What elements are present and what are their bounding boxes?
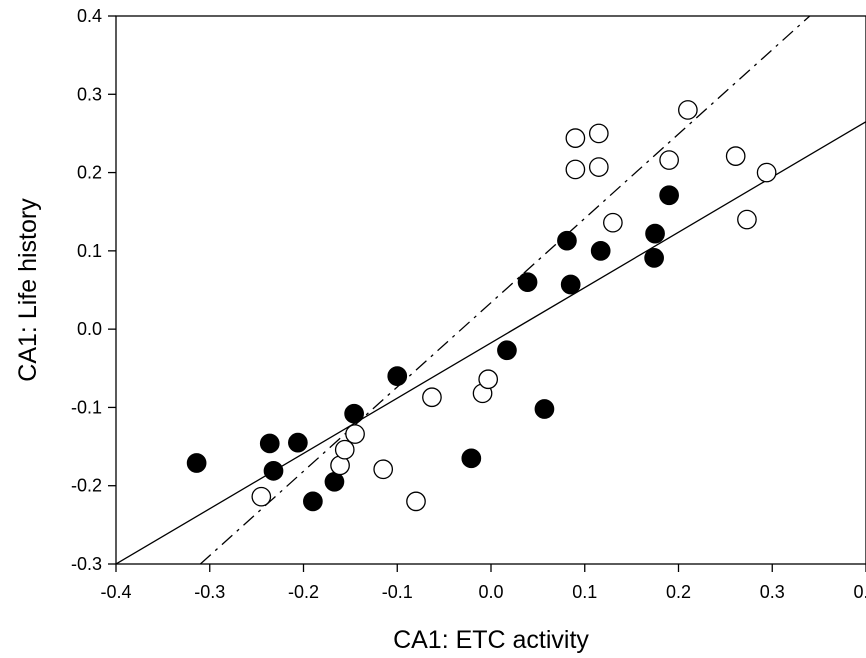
regression-line-solid	[116, 121, 866, 564]
x-tick-label: 0.2	[666, 582, 691, 602]
data-point-filled	[517, 272, 538, 293]
y-axis: -0.3 -0.2 -0.1 0.0 0.1 0.2 0.3 0.4	[71, 6, 116, 574]
data-point-filled	[534, 399, 555, 419]
y-tick-label: 0.1	[77, 241, 102, 261]
data-point-open	[251, 486, 272, 507]
x-tick-label: 0.3	[760, 582, 785, 602]
y-tick-label: -0.2	[71, 476, 102, 496]
data-point-filled	[590, 241, 611, 261]
x-tick-label: 0.0	[478, 582, 503, 602]
data-point-open	[603, 212, 623, 233]
data-point-filled	[560, 274, 581, 295]
x-tick-label: -0.3	[194, 582, 225, 602]
data-point-open	[406, 491, 426, 512]
data-point-open	[345, 424, 365, 444]
x-tick-label: 0.4	[853, 582, 866, 602]
y-tick-label: 0.0	[77, 319, 102, 339]
data-point-filled	[186, 453, 207, 473]
x-axis-title: CA1: ETC activity	[393, 626, 589, 654]
data-point-open	[678, 100, 698, 120]
data-point-open	[478, 369, 499, 390]
y-tick-label: -0.3	[71, 554, 102, 574]
data-point-filled	[263, 460, 284, 481]
data-point-filled	[324, 471, 345, 492]
data-point-open	[588, 123, 609, 144]
plot-frame	[115, 15, 866, 565]
x-tick-label: -0.4	[100, 582, 131, 602]
data-point-open	[422, 387, 442, 408]
data-points	[186, 100, 777, 512]
data-point-filled	[344, 403, 364, 424]
data-point-filled	[461, 448, 482, 469]
data-point-open	[334, 439, 355, 460]
y-axis-title: CA1: Life history	[14, 198, 42, 382]
data-point-open	[659, 150, 679, 170]
data-point-open	[565, 128, 586, 148]
data-point-open	[737, 209, 757, 230]
x-tick-label: 0.1	[572, 582, 597, 602]
data-point-filled	[497, 340, 517, 361]
x-tick-label: -0.2	[288, 582, 319, 602]
x-tick-label: -0.1	[382, 582, 413, 602]
data-point-filled	[645, 223, 665, 244]
data-point-open	[725, 146, 746, 166]
data-point-open	[756, 162, 777, 183]
data-point-open	[565, 159, 586, 180]
regression-line-dash-dot	[199, 16, 811, 564]
data-point-filled	[659, 185, 679, 206]
data-point-filled	[288, 432, 308, 453]
y-tick-label: 0.3	[77, 84, 102, 104]
data-point-filled	[644, 248, 664, 268]
data-point-filled	[557, 230, 577, 251]
data-point-open	[373, 459, 394, 480]
y-tick-label: 0.2	[77, 163, 102, 183]
y-tick-label: 0.4	[77, 6, 102, 26]
data-point-filled	[387, 366, 408, 386]
y-tick-label: -0.1	[71, 397, 102, 417]
fit-lines	[116, 16, 866, 564]
data-point-open	[588, 157, 609, 177]
data-point-filled	[259, 433, 280, 454]
x-axis: -0.4 -0.3 -0.2 -0.1 0.0 0.1 0.2 0.3 0.4	[100, 564, 866, 602]
data-point-filled	[303, 491, 323, 512]
